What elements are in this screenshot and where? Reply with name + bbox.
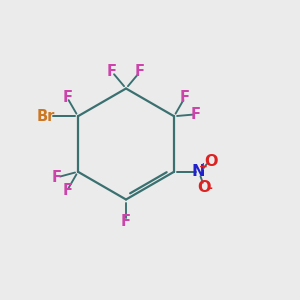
Text: F: F [135,64,145,80]
Text: F: F [190,107,201,122]
Text: F: F [107,64,117,80]
Text: F: F [52,170,62,185]
Text: F: F [180,90,190,105]
Text: O: O [204,154,218,169]
Text: +: + [199,162,208,172]
Text: O: O [198,180,211,195]
Text: Br: Br [37,109,55,124]
Text: N: N [192,164,206,179]
Text: F: F [121,214,131,229]
Text: F: F [62,90,72,105]
Text: F: F [62,183,72,198]
Text: -: - [208,182,213,195]
